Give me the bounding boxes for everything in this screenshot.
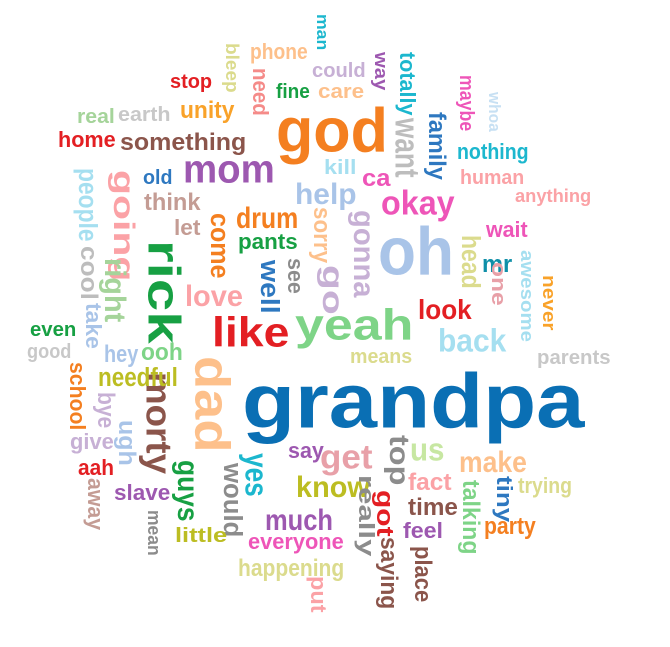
word-maybe: maybe: [454, 75, 478, 132]
word-ooh: ooh: [141, 337, 183, 366]
word-need: need: [248, 68, 273, 116]
word-real: real: [77, 105, 115, 129]
word-give: give: [70, 429, 114, 454]
word-mom: mom: [183, 147, 275, 193]
word-look: look: [418, 293, 472, 326]
word-awesome: awesome: [516, 250, 538, 342]
word-well: well: [255, 260, 284, 314]
word-guys: guys: [170, 460, 205, 522]
word-unity: unity: [180, 95, 235, 124]
word-one: one: [486, 262, 510, 306]
word-could: could: [312, 59, 366, 83]
word-much: much: [265, 503, 334, 538]
word-something: something: [120, 127, 247, 156]
word-phone: phone: [250, 39, 308, 64]
word-sorry: sorry: [308, 207, 337, 264]
word-feel: feel: [403, 518, 443, 543]
word-needful: needful: [98, 363, 178, 392]
word-go: go: [315, 265, 350, 315]
word-okay: okay: [381, 183, 455, 223]
word-mean: mean: [143, 510, 165, 556]
word-even: even: [30, 318, 77, 342]
word-gonna: gonna: [346, 210, 381, 298]
word-like: like: [212, 309, 290, 357]
word-back: back: [438, 322, 507, 360]
word-know: know: [296, 470, 370, 505]
word-little: little: [175, 524, 228, 548]
word-time: time: [408, 492, 458, 521]
word-way: way: [370, 52, 392, 91]
word-take: take: [81, 303, 106, 349]
word-drum: drum: [236, 201, 299, 236]
word-trying: trying: [518, 473, 573, 498]
word-let: let: [174, 215, 201, 240]
word-oh: oh: [378, 213, 454, 290]
word-whoa: whoa: [484, 92, 504, 132]
word-party: party: [484, 511, 536, 540]
word-got: got: [371, 490, 400, 537]
word-grandpa: grandpa: [242, 357, 585, 445]
word-good: good: [27, 340, 72, 364]
word-totally: totally: [395, 52, 420, 116]
word-happening: happening: [238, 553, 345, 582]
word-everyone: everyone: [248, 529, 344, 554]
word-nothing: nothing: [457, 139, 529, 164]
word-hey: hey: [104, 339, 139, 368]
word-wait: wait: [486, 217, 528, 242]
word-saying: saying: [375, 537, 404, 610]
word-see: see: [283, 258, 308, 294]
word-fact: fact: [408, 467, 452, 496]
word-put: put: [306, 576, 331, 613]
word-kill: kill: [324, 156, 357, 180]
word-mr: mr: [482, 249, 513, 278]
word-anything: anything: [515, 185, 592, 207]
word-love: love: [185, 279, 244, 314]
word-never: never: [538, 275, 560, 331]
word-parents: parents: [537, 346, 611, 370]
word-away: away: [83, 478, 108, 531]
word-slave: slave: [114, 480, 171, 505]
word-help: help: [295, 177, 357, 212]
word-dad: dad: [183, 356, 240, 453]
word-stop: stop: [170, 70, 213, 94]
word-pants: pants: [238, 229, 298, 254]
word-home: home: [58, 127, 116, 152]
word-human: human: [460, 166, 525, 190]
word-god: god: [276, 96, 388, 166]
word-say: say: [288, 438, 324, 463]
word-old: old: [143, 166, 173, 190]
word-head: head: [456, 235, 485, 289]
word-bleep: bleep: [221, 43, 243, 93]
word-means: means: [350, 345, 413, 369]
word-think: think: [144, 187, 201, 216]
word-people: people: [73, 168, 102, 242]
word-ca: ca: [362, 163, 391, 192]
word-place: place: [409, 546, 438, 603]
word-care: care: [318, 80, 365, 104]
word-aah: aah: [78, 455, 114, 480]
word-make: make: [459, 445, 527, 480]
word-ugh: ugh: [113, 420, 142, 466]
word-fine: fine: [276, 80, 310, 104]
word-rick: rick: [137, 240, 190, 344]
word-want: want: [387, 118, 427, 178]
word-man: man: [312, 14, 332, 51]
word-us: us: [410, 431, 445, 469]
word-school: school: [65, 362, 90, 431]
word-family: family: [423, 112, 452, 180]
word-get: get: [320, 437, 373, 477]
word-earth: earth: [118, 103, 171, 127]
word-come: come: [205, 213, 234, 279]
word-yeah: yeah: [295, 299, 414, 350]
word-talking: talking: [457, 480, 486, 555]
